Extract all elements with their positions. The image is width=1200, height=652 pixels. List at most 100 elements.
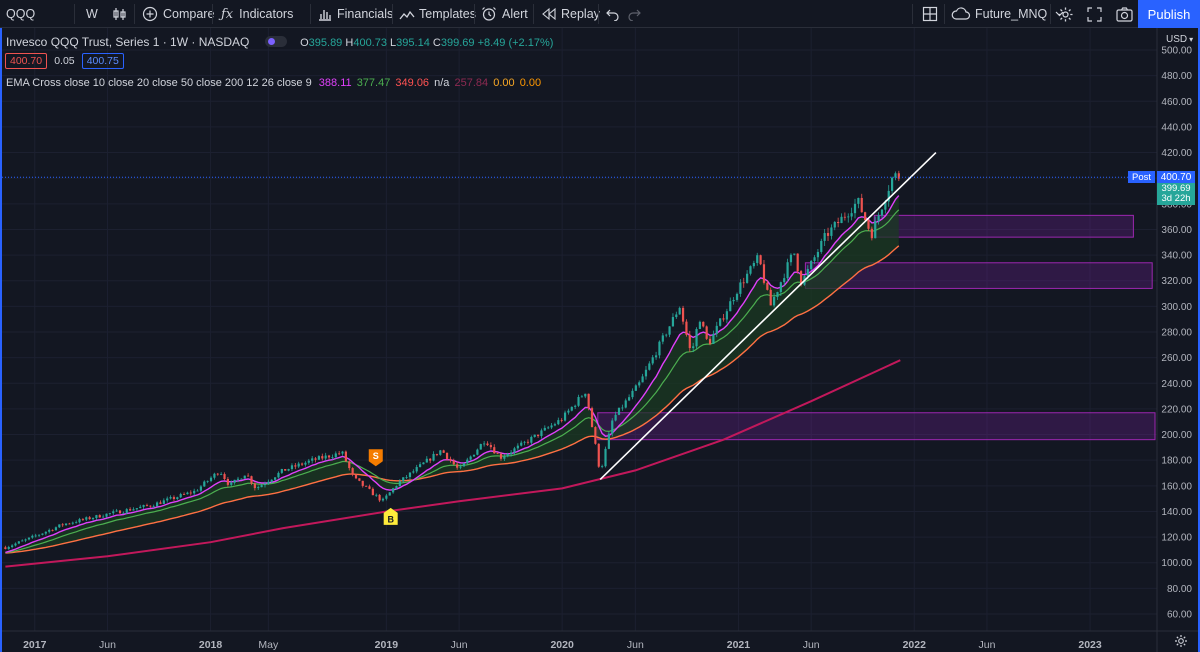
ask-button[interactable]: 400.75 [81, 53, 124, 69]
indicator-legend[interactable]: EMA Cross close 10 close 20 close 50 clo… [6, 77, 541, 89]
financials-button[interactable]: Financials [317, 0, 393, 28]
alert-button[interactable]: Alert [481, 0, 528, 28]
last-price-tag: 399.69 3d 22h [1157, 183, 1195, 206]
candle-body [41, 533, 44, 535]
candle-body [115, 510, 118, 512]
settings-button[interactable] [1057, 0, 1074, 28]
currency-button[interactable]: USD ▾ [1166, 34, 1193, 45]
redo-button[interactable] [627, 0, 641, 28]
chart-frame [0, 28, 1200, 652]
candle-body [638, 382, 641, 386]
candle-body [216, 473, 219, 475]
time-tick-label: Jun [979, 639, 996, 651]
candle-body [597, 443, 600, 467]
fullscreen-button[interactable] [1087, 0, 1102, 28]
layout-button[interactable] [922, 0, 938, 28]
market-status-toggle[interactable] [264, 36, 287, 47]
legend-title: Invesco QQQ Trust, Series 1 · 1W · NASDA… [6, 35, 250, 49]
indicator-name: EMA Cross close 10 close 20 close 50 clo… [6, 77, 312, 89]
candle-body [344, 451, 347, 462]
candle-body [678, 307, 681, 315]
price-tick-label: 120.00 [1161, 533, 1192, 544]
bar-chart-icon [319, 10, 331, 21]
candle-body [644, 369, 648, 377]
candle-body [611, 420, 614, 434]
post-market-label: Post [1128, 171, 1155, 184]
candle-body [388, 492, 391, 496]
signal-label: S [373, 451, 379, 461]
templates-label: Templates [419, 7, 476, 21]
candle-body [466, 459, 469, 464]
candle-body [890, 177, 894, 191]
candle-body [806, 268, 809, 277]
price-tick-label: 280.00 [1161, 328, 1192, 339]
time-tick-label: 2020 [550, 639, 574, 651]
candle-body [499, 453, 503, 459]
candle-body [176, 497, 179, 499]
candle-body [7, 547, 10, 549]
time-axis-settings[interactable] [1174, 634, 1188, 651]
candle-body [486, 443, 489, 446]
undo-button[interactable] [606, 0, 620, 28]
candle-body [853, 203, 857, 214]
candle-body [746, 273, 749, 283]
candle-body [472, 454, 476, 457]
candle-body [206, 480, 209, 482]
snapshot-button[interactable] [1116, 0, 1133, 28]
candle-body [523, 441, 526, 443]
candle-body [897, 173, 900, 179]
candle-body [395, 486, 398, 489]
candle-body [702, 321, 705, 327]
supply-demand-zones[interactable] [597, 214, 1156, 441]
time-tick-label: Jun [627, 639, 644, 651]
candle-body [250, 476, 253, 484]
candle-body [321, 456, 324, 459]
candle-body [4, 547, 7, 549]
bid-button[interactable]: 400.70 [5, 53, 48, 69]
candle-body [78, 519, 81, 523]
candle-body [590, 408, 594, 428]
indicators-button[interactable]: ƒx Indicators [221, 0, 293, 28]
candle-body [439, 450, 442, 455]
candle-body [290, 465, 294, 470]
candle-body [665, 334, 668, 336]
candle-body [830, 227, 833, 236]
ema20-line [5, 209, 900, 554]
ema20-value: 377.47 [356, 77, 391, 89]
candle-body [722, 318, 725, 320]
candle-body [553, 424, 557, 426]
candle-body [570, 406, 573, 411]
layout-name-button[interactable]: Future_MNQ [951, 0, 1064, 28]
candle-body [95, 515, 98, 519]
price-chart[interactable]: SB 60.0080.00100.00120.00140.00160.00180… [0, 28, 1200, 652]
time-tick-label: 2022 [903, 639, 927, 651]
candle-body [668, 326, 671, 335]
price-tick-label: 460.00 [1161, 97, 1192, 108]
candle-body [213, 473, 216, 478]
candle-body [179, 494, 182, 498]
interval-button[interactable]: W [86, 0, 98, 28]
trendline [599, 151, 937, 480]
candle-body [479, 444, 482, 450]
undo-icon [606, 9, 619, 21]
candle-body [442, 450, 445, 453]
candle-body [129, 509, 132, 511]
price-tick-label: 160.00 [1161, 481, 1192, 492]
compare-button[interactable]: Compare [142, 0, 214, 28]
candle-body [850, 213, 853, 217]
trendline-layer[interactable] [599, 151, 937, 480]
candle-body [489, 445, 492, 448]
candle-body [483, 443, 486, 445]
candle-body [796, 253, 799, 272]
candle-body [125, 509, 128, 513]
candle-body [772, 297, 776, 306]
chart-type-button[interactable] [112, 0, 128, 28]
candle-body [580, 396, 584, 398]
symbol-search[interactable]: QQQ [6, 0, 35, 28]
candle-body [732, 299, 735, 302]
signal-flag [368, 449, 383, 467]
replay-button[interactable]: Replay [541, 0, 600, 28]
publish-button[interactable]: Publish [1138, 0, 1200, 28]
compare-label: Compare [163, 7, 215, 21]
templates-button[interactable]: Templates [399, 0, 476, 28]
